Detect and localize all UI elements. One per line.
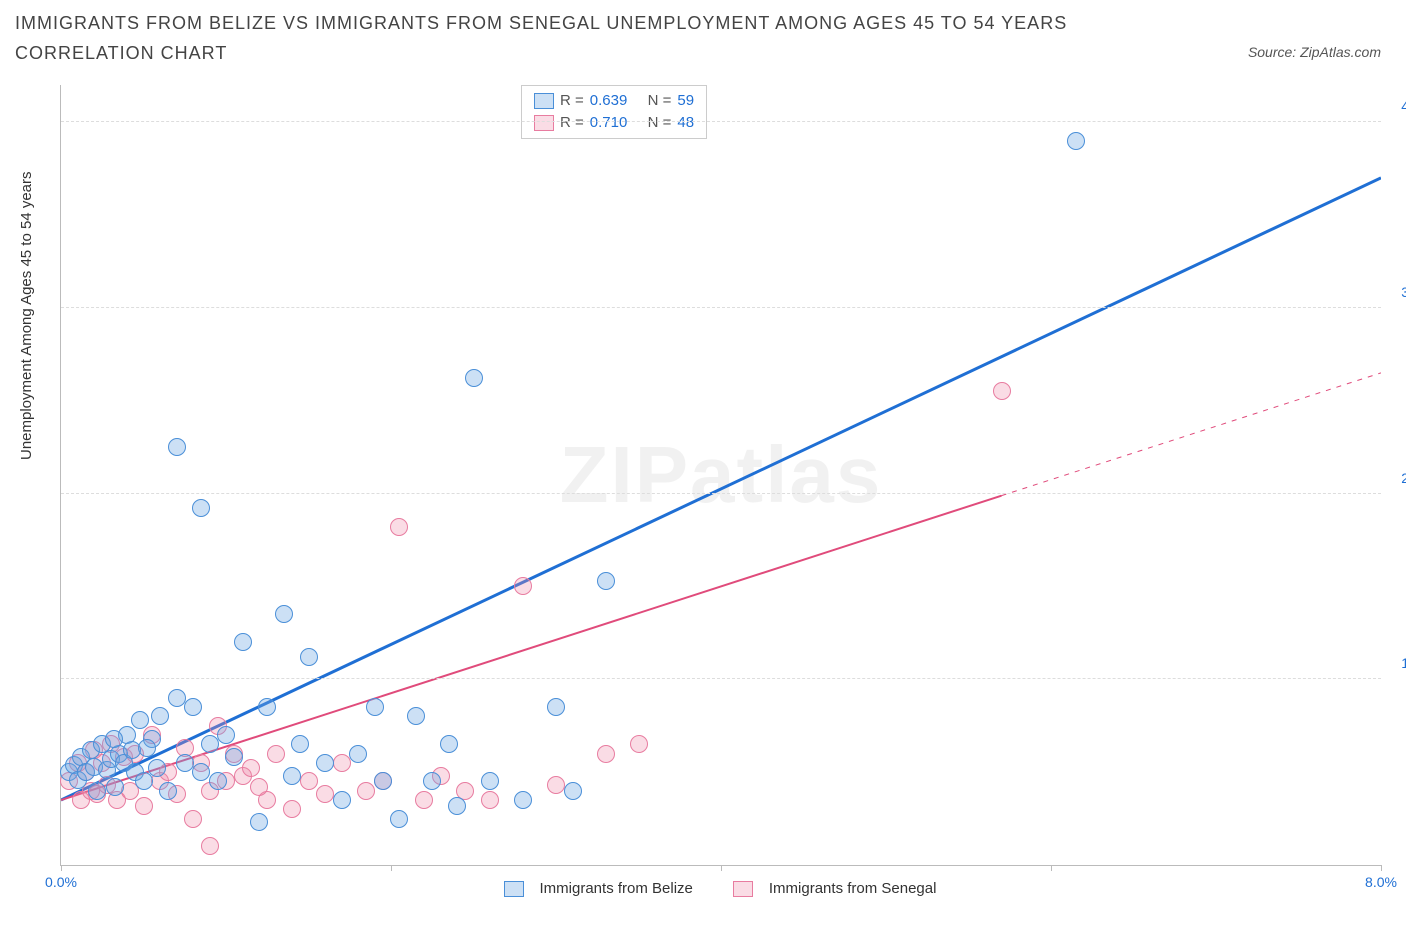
scatter-point-belize xyxy=(192,499,210,517)
scatter-point-senegal xyxy=(481,791,499,809)
scatter-point-belize xyxy=(234,633,252,651)
scatter-point-senegal xyxy=(250,778,268,796)
scatter-point-belize xyxy=(138,739,156,757)
scatter-point-belize xyxy=(333,791,351,809)
scatter-point-belize xyxy=(1067,132,1085,150)
chart-title: IMMIGRANTS FROM BELIZE VS IMMIGRANTS FRO… xyxy=(15,8,1115,68)
scatter-point-belize xyxy=(283,767,301,785)
scatter-point-belize xyxy=(547,698,565,716)
scatter-point-belize xyxy=(481,772,499,790)
legend-swatch xyxy=(534,93,554,109)
scatter-point-belize xyxy=(106,778,124,796)
scatter-point-senegal xyxy=(300,772,318,790)
scatter-point-belize xyxy=(440,735,458,753)
legend-correlation: R =0.639 N =59R =0.710 N =48 xyxy=(521,85,707,139)
y-axis-label: Unemployment Among Ages 45 to 54 years xyxy=(18,171,35,460)
legend-label: Immigrants from Senegal xyxy=(769,880,937,897)
scatter-point-belize xyxy=(131,711,149,729)
scatter-point-belize xyxy=(448,797,466,815)
scatter-point-belize xyxy=(88,782,106,800)
scatter-point-belize xyxy=(192,763,210,781)
watermark: ZIPatlas xyxy=(560,429,883,521)
scatter-point-belize xyxy=(176,754,194,772)
y-tick-label: 10.0% xyxy=(1386,655,1406,671)
regression-lines xyxy=(61,85,1381,865)
scatter-point-senegal xyxy=(333,754,351,772)
scatter-point-belize xyxy=(300,648,318,666)
scatter-point-belize xyxy=(407,707,425,725)
y-tick-label: 40.0% xyxy=(1386,98,1406,114)
scatter-point-senegal xyxy=(201,837,219,855)
scatter-point-belize xyxy=(168,689,186,707)
scatter-point-belize xyxy=(291,735,309,753)
scatter-point-belize xyxy=(250,813,268,831)
scatter-point-belize xyxy=(374,772,392,790)
scatter-point-senegal xyxy=(390,518,408,536)
x-tick xyxy=(391,865,392,871)
scatter-point-belize xyxy=(201,735,219,753)
legend-label: Immigrants from Belize xyxy=(540,880,693,897)
scatter-point-belize xyxy=(349,745,367,763)
scatter-point-senegal xyxy=(316,785,334,803)
scatter-point-belize xyxy=(225,748,243,766)
scatter-point-senegal xyxy=(630,735,648,753)
scatter-point-senegal xyxy=(597,745,615,763)
legend-bottom-item: Immigrants from Belize xyxy=(494,880,703,897)
scatter-point-senegal xyxy=(514,577,532,595)
legend-bottom-item: Immigrants from Senegal xyxy=(723,880,947,897)
legend-series: Immigrants from Belize Immigrants from Se… xyxy=(60,880,1380,897)
scatter-point-senegal xyxy=(242,759,260,777)
scatter-point-belize xyxy=(184,698,202,716)
x-tick xyxy=(1381,865,1382,871)
y-tick-label: 20.0% xyxy=(1386,470,1406,486)
scatter-point-belize xyxy=(316,754,334,772)
chart-area: ZIPatlas R =0.639 N =59R =0.710 N =48 10… xyxy=(60,85,1380,865)
scatter-point-belize xyxy=(514,791,532,809)
scatter-point-senegal xyxy=(357,782,375,800)
scatter-point-senegal xyxy=(267,745,285,763)
scatter-point-belize xyxy=(168,438,186,456)
gridline xyxy=(61,121,1381,122)
source-label: Source: ZipAtlas.com xyxy=(1248,44,1381,60)
scatter-point-senegal xyxy=(184,810,202,828)
x-tick xyxy=(721,865,722,871)
x-tick xyxy=(1051,865,1052,871)
x-tick xyxy=(61,865,62,871)
scatter-point-belize xyxy=(564,782,582,800)
scatter-point-belize xyxy=(159,782,177,800)
scatter-point-belize xyxy=(423,772,441,790)
y-tick-label: 30.0% xyxy=(1386,284,1406,300)
scatter-point-belize xyxy=(148,759,166,777)
scatter-point-belize xyxy=(151,707,169,725)
gridline xyxy=(61,493,1381,494)
scatter-point-belize xyxy=(465,369,483,387)
gridline xyxy=(61,307,1381,308)
scatter-point-senegal xyxy=(135,797,153,815)
scatter-point-belize xyxy=(258,698,276,716)
scatter-point-senegal xyxy=(993,382,1011,400)
gridline xyxy=(61,678,1381,679)
legend-top-row: R =0.710 N =48 xyxy=(534,112,694,134)
legend-swatch xyxy=(733,881,753,897)
scatter-point-senegal xyxy=(547,776,565,794)
legend-swatch xyxy=(504,881,524,897)
legend-top-row: R =0.639 N =59 xyxy=(534,90,694,112)
plot-region: ZIPatlas R =0.639 N =59R =0.710 N =48 10… xyxy=(60,85,1381,866)
scatter-point-belize xyxy=(275,605,293,623)
scatter-point-belize xyxy=(209,772,227,790)
scatter-point-belize xyxy=(390,810,408,828)
legend-swatch xyxy=(534,115,554,131)
scatter-point-belize xyxy=(105,730,123,748)
scatter-point-belize xyxy=(217,726,235,744)
scatter-point-senegal xyxy=(415,791,433,809)
scatter-point-senegal xyxy=(283,800,301,818)
scatter-point-belize xyxy=(597,572,615,590)
scatter-point-belize xyxy=(366,698,384,716)
